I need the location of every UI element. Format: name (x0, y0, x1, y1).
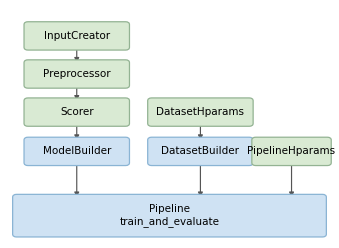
Text: DatasetHparams: DatasetHparams (156, 107, 244, 117)
FancyBboxPatch shape (252, 137, 331, 166)
Text: Scorer: Scorer (60, 107, 94, 117)
FancyBboxPatch shape (24, 22, 129, 50)
FancyBboxPatch shape (13, 194, 326, 237)
FancyBboxPatch shape (148, 137, 253, 166)
Text: DatasetBuilder: DatasetBuilder (161, 146, 239, 156)
FancyBboxPatch shape (24, 60, 129, 88)
FancyBboxPatch shape (24, 98, 129, 126)
Text: InputCreator: InputCreator (44, 31, 110, 41)
Text: Preprocessor: Preprocessor (43, 69, 111, 79)
Text: Pipeline
train_and_evaluate: Pipeline train_and_evaluate (120, 204, 219, 227)
Text: ModelBuilder: ModelBuilder (43, 146, 111, 156)
Text: PipelineHparams: PipelineHparams (247, 146, 336, 156)
FancyBboxPatch shape (24, 137, 129, 166)
FancyBboxPatch shape (148, 98, 253, 126)
